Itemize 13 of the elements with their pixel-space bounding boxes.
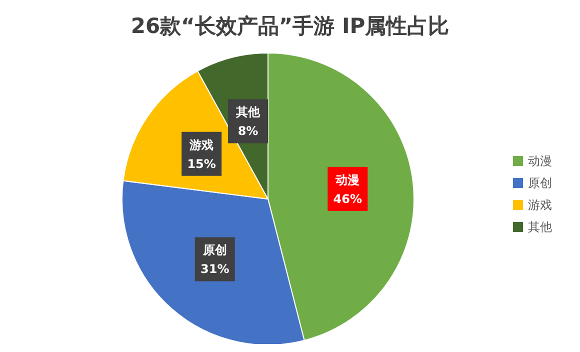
slice-label: 动漫 [334, 172, 360, 187]
chart-title: 26款“长效产品”手游 IP属性占比 [130, 13, 450, 40]
data-label: 15% [187, 156, 216, 171]
legend-label: 动漫 [528, 153, 552, 170]
slice-label: 其他 [235, 105, 262, 120]
legend-label: 原创 [528, 175, 552, 192]
legend-label: 游戏 [528, 197, 552, 214]
legend-label: 其他 [528, 219, 552, 236]
data-label: 8% [238, 124, 258, 138]
data-label: 46% [333, 192, 362, 206]
slice-label: 原创 [202, 243, 227, 258]
slice-label: 游戏 [188, 138, 214, 152]
data-label: 31% [200, 262, 230, 276]
